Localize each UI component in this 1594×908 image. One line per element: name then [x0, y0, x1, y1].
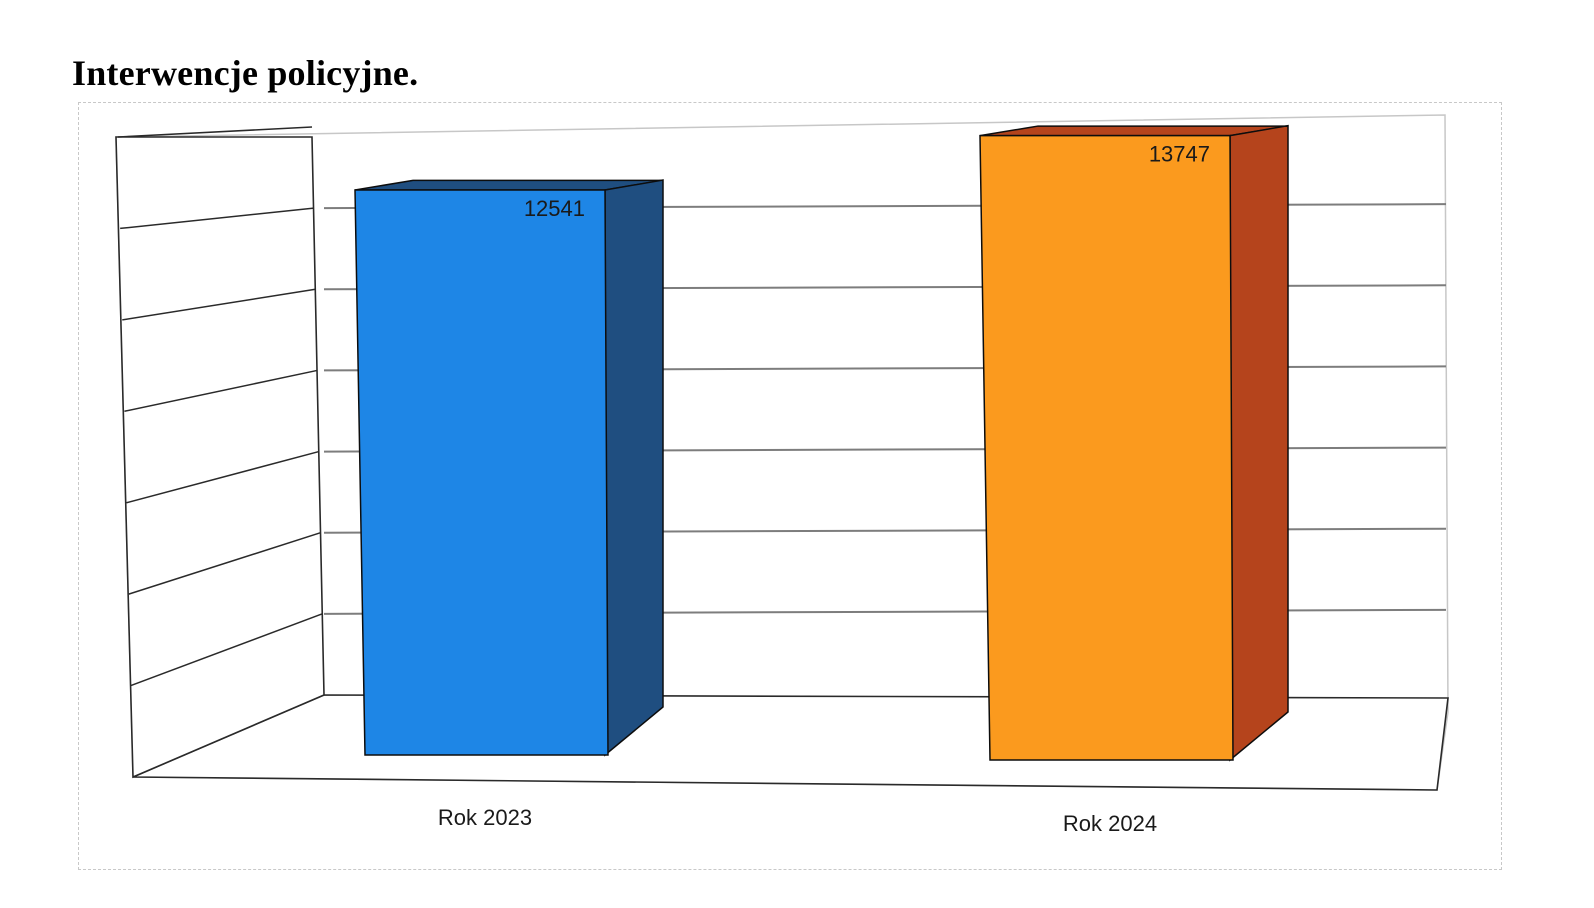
- left-wall-gridlines: [117, 126, 323, 687]
- left-wall-gridline: [126, 450, 320, 504]
- bar: [354, 189, 609, 756]
- bars-group: [354, 124, 1289, 762]
- category-label: Rok 2023: [438, 805, 532, 830]
- data-label: 12541: [524, 196, 585, 221]
- bar: [979, 134, 1234, 761]
- category-label: Rok 2024: [1063, 811, 1157, 836]
- left-wall-gridline: [120, 207, 314, 230]
- left-wall-gridline: [122, 288, 316, 321]
- left-wall-gridline: [128, 532, 321, 595]
- labels-group: 12541 Rok 2023 13747 Rok 2024: [438, 142, 1210, 836]
- left-wall-gridline: [130, 613, 323, 687]
- chart-frame: [78, 102, 1502, 870]
- data-label: 13747: [1149, 142, 1210, 167]
- left-wall-gridline: [117, 126, 313, 138]
- bar-side: [1229, 124, 1289, 762]
- bar-side: [604, 179, 664, 757]
- left-wall-gridline: [124, 369, 318, 413]
- chart-left-wall: [115, 136, 325, 779]
- page-title: Interwencje policyjne.: [72, 53, 419, 93]
